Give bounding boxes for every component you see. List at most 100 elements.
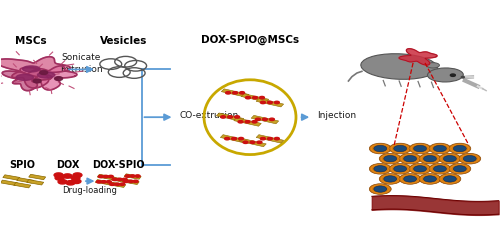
Circle shape — [133, 180, 138, 183]
Circle shape — [464, 155, 476, 162]
Circle shape — [245, 121, 250, 123]
Circle shape — [404, 155, 416, 162]
Circle shape — [389, 143, 411, 154]
Circle shape — [135, 175, 140, 177]
Circle shape — [108, 175, 114, 178]
Circle shape — [260, 96, 264, 99]
Circle shape — [370, 184, 391, 194]
Text: CO-extrusion: CO-extrusion — [180, 111, 238, 120]
Circle shape — [33, 79, 41, 83]
Circle shape — [268, 137, 272, 140]
Circle shape — [424, 176, 436, 182]
Circle shape — [72, 179, 81, 183]
Circle shape — [459, 153, 480, 164]
Ellipse shape — [426, 63, 440, 68]
Circle shape — [122, 178, 127, 181]
Circle shape — [238, 121, 243, 123]
Polygon shape — [216, 113, 244, 122]
Circle shape — [232, 137, 236, 140]
Ellipse shape — [22, 66, 40, 72]
Circle shape — [130, 175, 135, 177]
Circle shape — [268, 101, 272, 104]
Polygon shape — [220, 135, 248, 143]
Circle shape — [419, 153, 441, 164]
Circle shape — [429, 163, 451, 174]
Circle shape — [257, 141, 262, 143]
Text: Injection: Injection — [317, 111, 356, 120]
Circle shape — [374, 166, 386, 172]
Circle shape — [454, 166, 466, 172]
Polygon shape — [256, 135, 283, 143]
Circle shape — [429, 143, 451, 154]
Circle shape — [384, 155, 396, 162]
Circle shape — [73, 173, 82, 177]
Circle shape — [384, 176, 396, 182]
Circle shape — [96, 181, 102, 183]
Circle shape — [260, 137, 266, 140]
Circle shape — [370, 143, 391, 154]
Polygon shape — [241, 94, 268, 102]
Circle shape — [66, 181, 75, 185]
Text: MSCs: MSCs — [16, 36, 47, 46]
Polygon shape — [26, 180, 44, 185]
Circle shape — [104, 175, 108, 178]
Circle shape — [434, 166, 446, 172]
Circle shape — [58, 180, 67, 184]
Circle shape — [115, 183, 119, 185]
Polygon shape — [111, 177, 128, 183]
Polygon shape — [14, 183, 31, 188]
Text: DOX: DOX — [56, 160, 79, 170]
Circle shape — [117, 178, 122, 181]
Circle shape — [232, 92, 237, 94]
Circle shape — [439, 174, 461, 184]
Polygon shape — [251, 115, 278, 124]
Circle shape — [252, 121, 257, 123]
Circle shape — [71, 176, 80, 180]
Polygon shape — [234, 118, 262, 126]
Circle shape — [256, 118, 260, 121]
Polygon shape — [222, 89, 249, 97]
Circle shape — [394, 145, 406, 152]
Polygon shape — [0, 57, 70, 88]
Circle shape — [54, 77, 62, 81]
Circle shape — [399, 153, 421, 164]
Text: Drug-loading: Drug-loading — [62, 186, 118, 195]
Circle shape — [120, 183, 124, 185]
Polygon shape — [20, 66, 77, 90]
Circle shape — [63, 174, 72, 178]
Circle shape — [98, 175, 103, 178]
Circle shape — [462, 76, 464, 78]
Circle shape — [449, 163, 471, 174]
Circle shape — [54, 173, 63, 177]
Circle shape — [243, 141, 248, 143]
Circle shape — [444, 176, 456, 182]
Circle shape — [40, 71, 48, 74]
Circle shape — [270, 118, 274, 121]
Circle shape — [123, 180, 128, 183]
Circle shape — [226, 92, 230, 94]
Ellipse shape — [38, 72, 55, 78]
Circle shape — [380, 153, 401, 164]
Circle shape — [374, 145, 386, 152]
Polygon shape — [98, 174, 114, 180]
Ellipse shape — [16, 74, 34, 80]
Circle shape — [234, 116, 240, 118]
Circle shape — [250, 141, 255, 143]
Circle shape — [414, 145, 426, 152]
Circle shape — [238, 137, 244, 140]
Circle shape — [454, 145, 466, 152]
Circle shape — [370, 163, 391, 174]
Text: Vesicles: Vesicles — [100, 36, 147, 46]
Circle shape — [414, 166, 426, 172]
Circle shape — [262, 118, 268, 121]
Circle shape — [246, 96, 250, 99]
Circle shape — [399, 174, 421, 184]
Circle shape — [55, 176, 64, 180]
Circle shape — [224, 137, 230, 140]
Polygon shape — [124, 174, 141, 179]
Circle shape — [389, 163, 411, 174]
Circle shape — [110, 183, 115, 185]
Polygon shape — [256, 99, 283, 107]
Circle shape — [380, 174, 401, 184]
Circle shape — [125, 175, 130, 177]
